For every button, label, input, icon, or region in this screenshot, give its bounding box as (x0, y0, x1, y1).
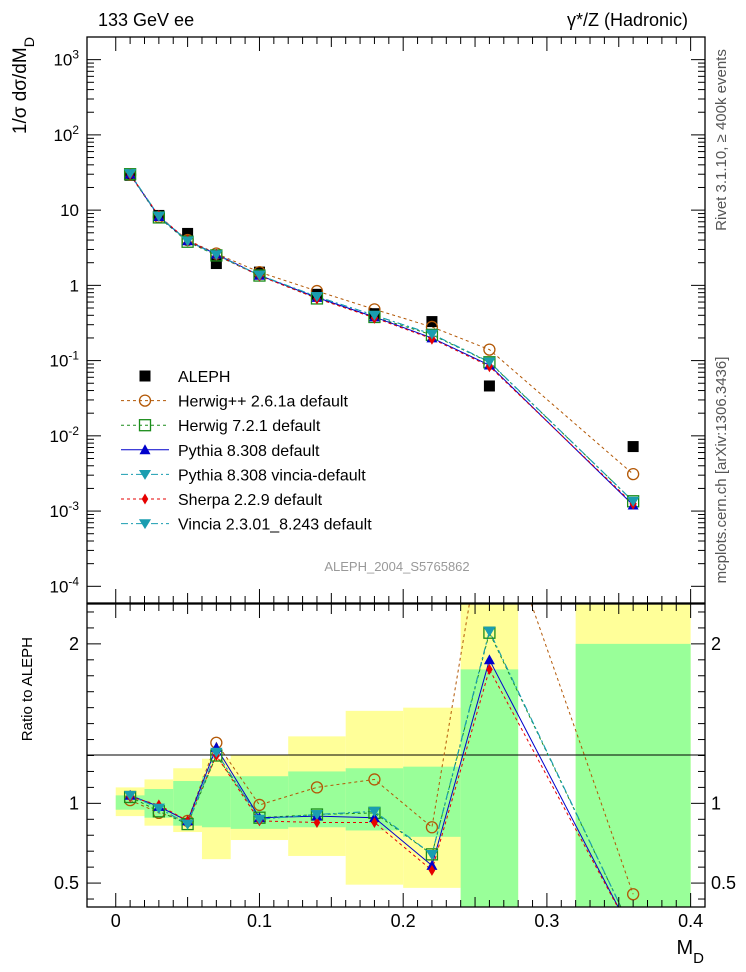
ratio-point (628, 930, 639, 940)
main-ytick-label: 10-1 (50, 349, 80, 371)
ratio-point (124, 790, 137, 801)
ratio-point (486, 663, 493, 675)
ratio-point (483, 626, 496, 637)
ratio-point (310, 810, 324, 821)
ratio-line-5 (129, 629, 622, 907)
data-point (483, 380, 495, 392)
ratio-point (484, 479, 495, 490)
ratio-point (181, 819, 194, 830)
main-ytick-label: 103 (53, 48, 79, 70)
legend-marker (138, 419, 152, 432)
data-point (425, 329, 438, 340)
ratio-ytick-label-right: 0.5 (711, 873, 736, 893)
legend-marker (138, 470, 152, 480)
legend-label: Herwig++ 2.6.1a default (178, 394, 348, 411)
ratio-ytick-label: 1 (69, 793, 79, 813)
main-ylabel: 1/σ dσ/dMD (10, 37, 38, 134)
side-label-bottom: mcplots.cern.ch [arXiv:1306.3436] (713, 357, 730, 584)
data-point (483, 343, 496, 356)
data-point (626, 467, 640, 481)
legend-marker (139, 370, 151, 382)
ratio-point (253, 798, 266, 812)
series-line-1 (129, 174, 634, 475)
data-point (310, 292, 324, 303)
ratio-point (210, 747, 223, 758)
ratio-ytick-label-right: 2 (711, 634, 721, 654)
xtick-label: 0 (111, 911, 121, 931)
data-point (124, 169, 137, 180)
series-line-5 (129, 173, 634, 505)
data-point (627, 441, 639, 453)
data-point (483, 357, 496, 368)
legend-marker (138, 519, 152, 530)
data-point (627, 496, 640, 507)
ratio-point (368, 806, 381, 817)
main-plot-panel: 10-4 10-3 10-2 10-1 1 10 102 103 1/σ dσ/dMD ALE… (10, 36, 706, 604)
analysis-label: ALEPH_2004_S5765862 (324, 559, 469, 574)
ratio-band-inner (201, 776, 231, 828)
data-point (253, 270, 266, 281)
data-point (181, 236, 194, 247)
ratio-band-inner (460, 669, 519, 907)
legend: ALEPH Herwig++ 2.6.1a default Herwig 7.2.1… (121, 369, 372, 534)
side-label-top: Rivet 3.1.10, ≥ 400k events (713, 49, 730, 231)
x-axis-label: MD (676, 937, 704, 967)
ratio-point (152, 803, 165, 814)
xtick-label: 0.4 (678, 911, 703, 931)
ratio-line-1 (129, 631, 622, 907)
ratio-ytick-label: 0.5 (54, 873, 79, 893)
main-ytick-label: 10 (60, 201, 79, 220)
data-point (152, 211, 165, 222)
ratio-point (483, 654, 495, 665)
ratio-ytick-label: 2 (69, 634, 79, 654)
main-ytick-label: 1 (70, 276, 79, 295)
ratio-plot-panel: 0.5 0.5 1 1 2 2 0 0.1 0.2 0.3 0.4 Ratio to ALEPH M… (19, 479, 736, 967)
ratio-point (368, 773, 381, 786)
header-right: γ*/Z (Hadronic) (567, 10, 688, 30)
legend-marker (139, 444, 151, 455)
ratio-point (310, 781, 324, 794)
ratio-line-4 (129, 668, 619, 907)
header-left: 133 GeV ee (98, 10, 194, 30)
xtick-label: 0.2 (391, 911, 416, 931)
main-ytick-label: 10-4 (50, 574, 80, 596)
main-plot-frame (86, 36, 706, 604)
legend-label: ALEPH (178, 369, 230, 386)
ratio-ytick-label-right: 1 (711, 793, 721, 813)
series-line-6 (129, 173, 634, 502)
data-point (368, 310, 381, 321)
legend-label: Sherpa 2.2.9 default (178, 492, 323, 509)
ratio-point (425, 849, 438, 860)
ratio-point (425, 821, 439, 834)
ratio-point (626, 888, 640, 901)
main-ytick-label: 102 (53, 123, 79, 145)
main-ytick-label: 10-2 (50, 424, 80, 446)
data-point (182, 227, 194, 239)
ratio-point (627, 928, 639, 938)
data-point (210, 250, 223, 261)
main-ytick-label: 10-3 (50, 499, 80, 521)
xtick-label: 0.1 (247, 911, 272, 931)
ratio-ylabel: Ratio to ALEPH (19, 637, 36, 741)
legend-label: Vincia 2.3.01_8.243 default (178, 517, 372, 534)
legend-label: Pythia 8.308 default (178, 443, 320, 460)
ratio-point (313, 816, 321, 828)
ratio-point (371, 816, 378, 828)
xtick-label: 0.3 (534, 911, 559, 931)
ratio-point (253, 814, 266, 825)
legend-marker (141, 493, 149, 505)
ratio-point (628, 927, 639, 938)
ratio-point (630, 930, 637, 941)
ratio-point (428, 864, 436, 876)
data-point (210, 258, 222, 270)
ratio-point (627, 928, 639, 938)
legend-label: Pythia 8.308 vincia-default (178, 467, 366, 484)
legend-label: Herwig 7.2.1 default (178, 418, 321, 435)
legend-marker (138, 394, 152, 407)
